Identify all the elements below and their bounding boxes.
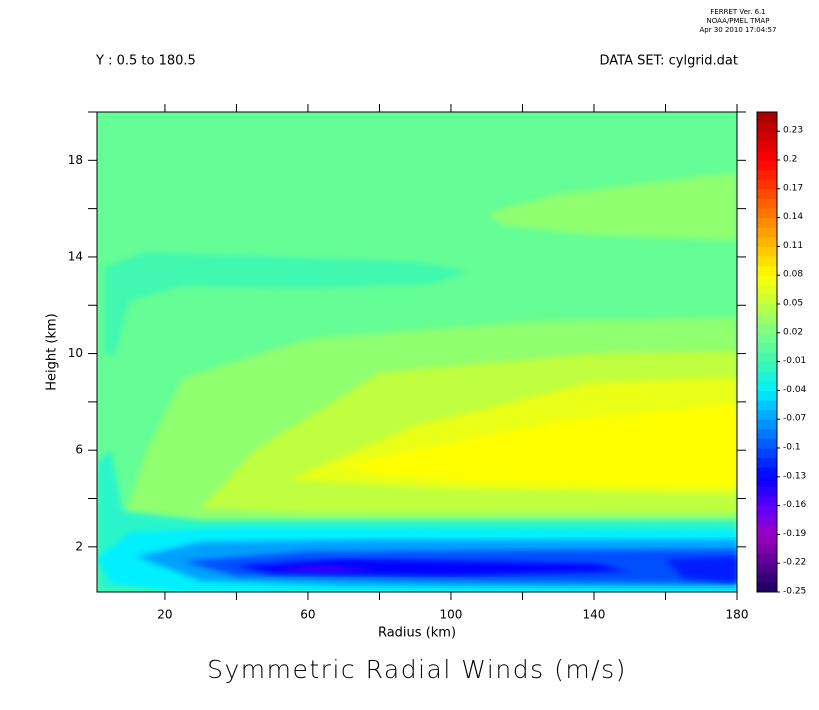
contour-region	[104, 252, 469, 354]
colorbar-band	[757, 544, 777, 555]
colorbar-band	[757, 304, 777, 315]
subtitle-left: Y : 0.5 to 180.5	[95, 54, 196, 69]
x-tick-label: 140	[583, 608, 606, 622]
colorbar-band	[757, 121, 777, 132]
x-tick-label: 20	[157, 608, 172, 622]
header-line: FERRET Ver. 6.1	[710, 8, 765, 16]
colorbar-band	[757, 160, 777, 171]
colorbar-band	[757, 217, 777, 228]
colorbar-band	[757, 352, 777, 363]
colorbar-band	[757, 179, 777, 190]
colorbar-band	[757, 342, 777, 353]
colorbar-tick-label: 0.17	[783, 183, 803, 193]
colorbar-band	[757, 188, 777, 199]
colorbar-band	[757, 140, 777, 151]
colorbar-band	[757, 409, 777, 420]
colorbar-band	[757, 448, 777, 459]
colorbar-band	[757, 208, 777, 219]
chart-title: Symmetric Radial Winds (m/s)	[207, 655, 627, 684]
colorbar-band	[757, 505, 777, 516]
colorbar-frame	[756, 111, 778, 593]
colorbar-band	[757, 524, 777, 535]
colorbar-tick-label: -0.25	[783, 587, 806, 597]
colorbar-tick-label: 0.2	[783, 155, 797, 165]
colorbar-band	[757, 467, 777, 478]
colorbar-tick-label: 0.05	[783, 299, 803, 309]
colorbar-tick-label: 0.14	[783, 212, 803, 222]
colorbar-band	[757, 265, 777, 276]
colorbar-band	[757, 515, 777, 526]
colorbar-band	[757, 428, 777, 439]
colorbar-band	[757, 457, 777, 468]
y-tick-label: 10	[68, 346, 83, 360]
colorbar-band	[757, 563, 777, 574]
colorbar-band	[757, 553, 777, 564]
subtitle-right: DATA SET: cylgrid.dat	[600, 54, 738, 69]
colorbar-band	[757, 390, 777, 401]
colorbar-tick-label: -0.13	[783, 471, 806, 481]
colorbar-tick-label: -0.19	[783, 529, 807, 539]
y-axis-label: Height (km)	[45, 313, 60, 390]
colorbar-band	[757, 294, 777, 305]
contour-field	[97, 112, 737, 592]
colorbar-band	[757, 419, 777, 430]
colorbar-tick-label: 0.23	[783, 126, 803, 136]
colorbar-tick-label: 0.08	[783, 270, 803, 280]
x-tick-label: 180	[726, 608, 749, 622]
colorbar-band	[757, 227, 777, 238]
plot-frame	[96, 111, 738, 593]
colorbar-band	[757, 361, 777, 372]
colorbar-band	[757, 284, 777, 295]
colorbar-band	[757, 486, 777, 497]
y-tick-label: 14	[68, 249, 83, 263]
colorbar-band	[757, 496, 777, 507]
colorbar-tick-label: -0.22	[783, 558, 806, 568]
colorbar-band	[757, 150, 777, 161]
colorbar-tick-label: -0.07	[783, 414, 806, 424]
colorbar-band	[757, 582, 777, 593]
colorbar-tick-label: 0.02	[783, 327, 803, 337]
colorbar-band	[757, 534, 777, 545]
colorbar-band	[757, 246, 777, 257]
colorbar-band	[757, 332, 777, 343]
colorbar-band	[757, 313, 777, 324]
colorbar-band	[757, 256, 777, 267]
contour-region	[665, 556, 737, 584]
colorbar-band	[757, 323, 777, 334]
contour-region	[236, 558, 630, 576]
colorbar-tick-label: -0.16	[783, 500, 807, 510]
x-axis-label: Radius (km)	[378, 626, 456, 641]
colorbar-band	[757, 400, 777, 411]
contour-region	[343, 404, 737, 487]
header-line: NOAA/PMEL TMAP	[707, 17, 770, 25]
colorbar-band	[757, 275, 777, 286]
header-line: Apr 30 2010 17:04:57	[700, 26, 777, 34]
colorbar-band	[757, 198, 777, 209]
colorbar-tick-label: -0.01	[783, 356, 806, 366]
colorbar-band	[757, 380, 777, 391]
colorbar-band	[757, 476, 777, 487]
y-tick-label: 6	[75, 443, 83, 457]
colorbar-band	[757, 572, 777, 583]
colorbar-tick-label: -0.1	[783, 443, 801, 453]
contour-region	[272, 564, 380, 573]
colorbar-band	[757, 112, 777, 123]
x-tick-label: 100	[440, 608, 463, 622]
colorbar-tick-label: 0.11	[783, 241, 803, 251]
colorbar-tick-label: -0.04	[783, 385, 807, 395]
y-tick-label: 2	[75, 539, 83, 553]
colorbar-band	[757, 438, 777, 449]
colorbar-band	[757, 236, 777, 247]
colorbar-band	[757, 371, 777, 382]
colorbar-band	[757, 169, 777, 180]
colorbar-band	[757, 131, 777, 142]
x-tick-label: 60	[300, 608, 315, 622]
y-tick-label: 18	[68, 153, 83, 167]
contour-region	[486, 172, 737, 241]
